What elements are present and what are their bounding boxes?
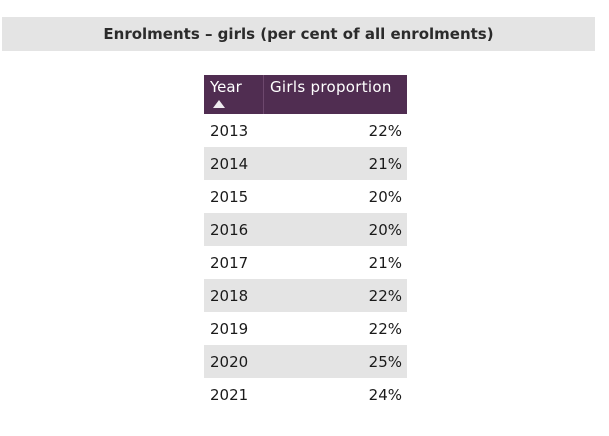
year-cell: 2014	[210, 154, 249, 173]
year-cell: 2021	[210, 385, 249, 404]
column-header-year-label: Year	[210, 78, 242, 96]
table-row: 2018 22%	[204, 279, 407, 312]
table-row: 2020 25%	[204, 345, 407, 378]
value-cell: 20%	[368, 187, 402, 206]
table-header-row: Year Girls proportion	[204, 75, 407, 114]
year-cell: 2017	[210, 253, 249, 272]
chart-title-banner: Enrolments – girls (per cent of all enro…	[2, 17, 595, 51]
column-header-girls-proportion-label: Girls proportion	[270, 78, 392, 96]
table-row: 2016 20%	[204, 213, 407, 246]
year-cell: 2013	[210, 121, 249, 140]
value-cell: 25%	[368, 352, 402, 371]
year-cell: 2019	[210, 319, 249, 338]
year-cell: 2020	[210, 352, 249, 371]
page-title: Enrolments – girls (per cent of all enro…	[103, 25, 494, 43]
table-row: 2017 21%	[204, 246, 407, 279]
value-cell: 22%	[368, 121, 402, 140]
table-row: 2014 21%	[204, 147, 407, 180]
value-cell: 24%	[368, 385, 402, 404]
table-row: 2019 22%	[204, 312, 407, 345]
value-cell: 22%	[368, 319, 402, 338]
table-row: 2015 20%	[204, 180, 407, 213]
table-row: 2013 22%	[204, 114, 407, 147]
value-cell: 20%	[368, 220, 402, 239]
column-header-girls-proportion[interactable]: Girls proportion	[263, 75, 407, 114]
value-cell: 22%	[368, 286, 402, 305]
year-cell: 2016	[210, 220, 249, 239]
table-row: 2021 24%	[204, 378, 407, 411]
enrolments-table: Year Girls proportion 2013 22% 2014 21% …	[204, 75, 407, 411]
table-body: 2013 22% 2014 21% 2015 20% 2016 20% 2017…	[204, 114, 407, 411]
sort-ascending-icon	[213, 100, 225, 108]
year-cell: 2015	[210, 187, 249, 206]
year-cell: 2018	[210, 286, 249, 305]
value-cell: 21%	[368, 253, 402, 272]
column-header-year[interactable]: Year	[204, 75, 263, 114]
value-cell: 21%	[368, 154, 402, 173]
